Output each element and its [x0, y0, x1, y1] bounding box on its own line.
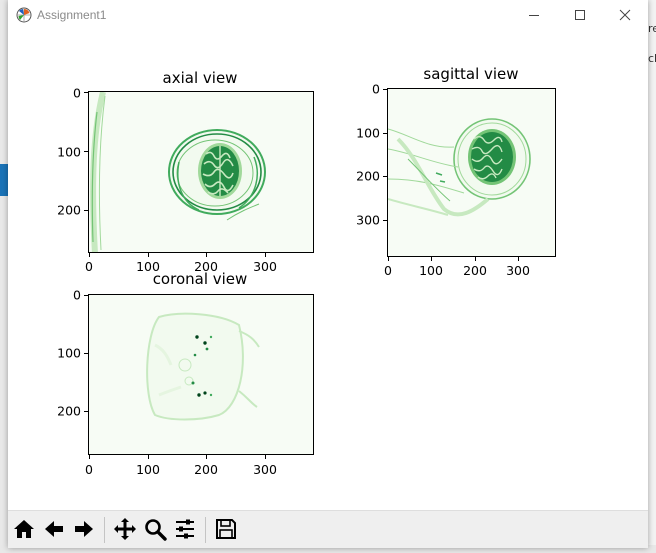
title-bar[interactable]: Assignment1: [8, 0, 648, 30]
minimize-button[interactable]: [511, 0, 557, 30]
coronal-x-tick-mark: [206, 455, 207, 459]
forward-button[interactable]: [70, 515, 98, 543]
forward-arrow-icon: [75, 521, 93, 537]
axial-y-tick-mark: [84, 210, 88, 211]
axial-mri-image: [90, 92, 266, 252]
axial-x-tick-mark: [265, 253, 266, 257]
coronal-y-tick-label: 0: [73, 287, 81, 303]
pan-icon: [114, 518, 136, 540]
back-button[interactable]: [40, 515, 68, 543]
coronal-y-tick-mark: [84, 411, 88, 412]
zoom-button[interactable]: [141, 515, 169, 543]
coronal-y-tick-label: 100: [57, 345, 81, 361]
sagittal-mri-image: [388, 118, 531, 217]
sagittal-x-tick-mark: [475, 257, 476, 261]
sagittal-x-tick-label: 300: [506, 263, 530, 278]
sagittal-image-axes[interactable]: [387, 88, 556, 257]
coronal-y-tick-mark: [84, 353, 88, 354]
coronal-plot-title: coronal view: [152, 270, 248, 288]
sagittal-y-tick-label: 0: [372, 81, 380, 97]
axial-x-tick-label: 100: [136, 259, 160, 274]
axial-y-tick-label: 200: [57, 202, 81, 218]
coronal-x-tick-label: 300: [253, 462, 277, 477]
sagittal-y-tick-mark: [383, 176, 387, 177]
coronal-y-tick-label: 200: [57, 403, 81, 419]
background-window-strip: re ch: [648, 0, 656, 553]
sagittal-x-tick-label: 200: [463, 263, 487, 278]
axial-x-tick-label: 300: [253, 259, 277, 274]
maximize-icon: [575, 10, 585, 20]
navigation-toolbar: [8, 510, 648, 548]
sagittal-y-tick-mark: [383, 89, 387, 90]
save-button[interactable]: [212, 515, 240, 543]
background-text-fragment: ch: [648, 52, 656, 65]
sagittal-x-tick-mark: [518, 257, 519, 261]
toolbar-separator: [104, 517, 105, 543]
axial-x-tick-label: 200: [194, 259, 218, 274]
configure-subplots-button[interactable]: [171, 515, 199, 543]
sagittal-y-tick-label: 300: [356, 212, 380, 228]
sagittal-x-tick-label: 0: [384, 263, 392, 278]
configure-subplots-icon: [176, 519, 194, 539]
pan-button[interactable]: [111, 515, 139, 543]
sagittal-y-tick-label: 200: [356, 168, 380, 184]
coronal-x-tick-mark: [148, 455, 149, 459]
sagittal-plot-title: sagittal view: [423, 65, 519, 83]
save-icon: [216, 519, 236, 539]
sagittal-x-tick-label: 100: [419, 263, 443, 278]
sagittal-y-tick-label: 100: [356, 125, 380, 141]
axial-y-tick-label: 100: [57, 144, 81, 160]
figure-canvas[interactable]: axial view 0 100 200: [8, 30, 648, 510]
home-icon: [14, 520, 34, 538]
app-icon: [16, 7, 32, 23]
sagittal-x-tick-mark: [388, 257, 389, 261]
axial-image-axes[interactable]: [88, 91, 314, 253]
sagittal-y-tick-mark: [383, 133, 387, 134]
coronal-x-tick-label: 100: [136, 462, 160, 477]
axial-plot-title: axial view: [162, 69, 238, 87]
sagittal-x-tick-mark: [431, 257, 432, 261]
coronal-x-tick-mark: [89, 455, 90, 459]
coronal-image-axes[interactable]: [88, 294, 314, 455]
matplotlib-window: Assignment1 axial view: [8, 0, 648, 548]
coronal-y-tick-mark: [84, 295, 88, 296]
home-button[interactable]: [10, 515, 38, 543]
window-title: Assignment1: [37, 8, 107, 22]
coronal-x-tick-label: 0: [85, 462, 93, 477]
back-arrow-icon: [45, 521, 63, 537]
coronal-x-tick-label: 200: [194, 462, 218, 477]
toolbar-separator: [205, 517, 206, 543]
coronal-mri-image: [146, 312, 260, 421]
close-button[interactable]: [602, 0, 648, 30]
close-icon: [619, 9, 631, 21]
axial-y-tick-label: 0: [73, 85, 81, 101]
sagittal-y-tick-mark: [383, 220, 387, 221]
coronal-x-tick-mark: [265, 455, 266, 459]
axial-y-tick-mark: [84, 92, 88, 93]
background-taskbar-fragment: [0, 164, 8, 196]
axial-x-tick-label: 0: [85, 259, 93, 274]
axial-x-tick-mark: [206, 253, 207, 257]
maximize-button[interactable]: [557, 0, 603, 30]
axial-x-tick-mark: [148, 253, 149, 257]
axial-x-tick-mark: [89, 253, 90, 257]
minimize-icon: [529, 15, 539, 16]
zoom-icon: [145, 519, 167, 541]
background-text-fragment: re: [648, 22, 656, 35]
axial-y-tick-mark: [84, 151, 88, 152]
background-bottom-strip: [0, 545, 656, 553]
